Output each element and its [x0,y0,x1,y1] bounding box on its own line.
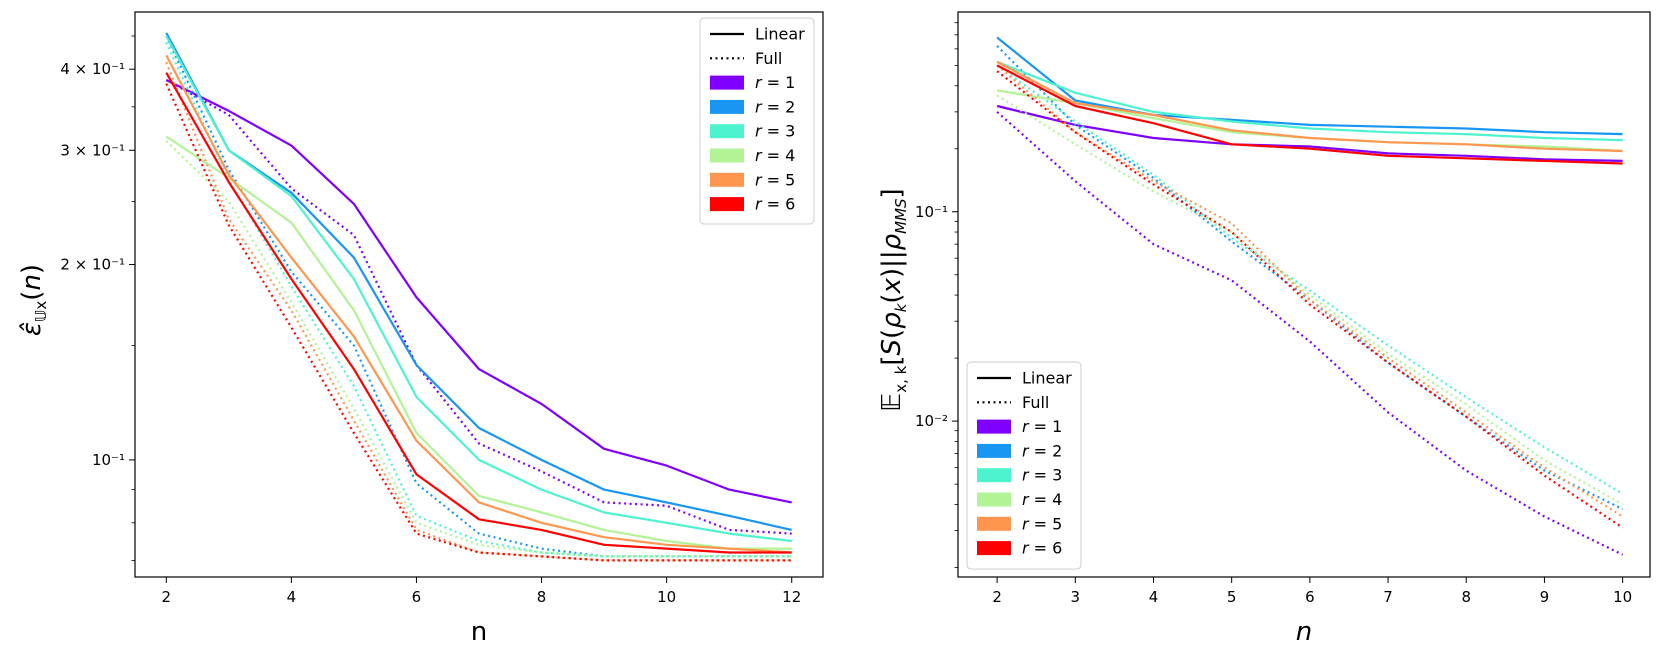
x-tick-label: 4 [1149,588,1159,606]
x-axis-label: n [1296,617,1312,647]
x-tick-label: 12 [782,588,801,606]
series-line-linear-r1 [165,79,792,504]
legend-swatch-r4 [977,492,1011,507]
y-tick-label: 4 × 10⁻¹ [60,60,125,78]
x-tick-label: 9 [1540,588,1550,606]
legend-full-label: Full [1022,393,1049,412]
legend-swatch-r5 [977,516,1011,531]
series-line-linear-r2 [996,36,1623,136]
legend-linear-label: Linear [1022,369,1072,388]
series-group [996,36,1624,556]
y-tick-label: 2 × 10⁻¹ [60,256,125,274]
series-line-full-r2 [996,45,1624,511]
plot-frame [134,11,824,578]
series-line-full-r4 [996,94,1624,506]
legend-full-label: Full [755,49,782,68]
legend-swatch-r6 [977,541,1011,556]
series-line-full-r5 [996,64,1624,518]
legend-box [699,17,815,225]
series-line-linear-r5 [996,60,1623,153]
series-line-linear-r6 [996,64,1623,165]
series-line-full-r1 [165,79,792,535]
series-line-linear-r3 [996,60,1623,142]
legend-label-r1: r = 1 [1022,417,1062,436]
legend-label-r4: r = 4 [1022,490,1062,509]
legend-swatch-r5 [710,172,744,187]
series-line-full-r3 [996,64,1624,495]
plot-frame [957,11,1651,578]
legend-swatch-r3 [977,468,1011,483]
legend-label-r5: r = 5 [1022,514,1062,533]
legend-label-r2: r = 2 [755,97,795,116]
x-tick-label: 2 [992,588,1002,606]
series-line-full-r4 [165,140,792,558]
series-line-linear-r2 [165,32,792,531]
legend-label-r3: r = 3 [755,122,795,141]
series-line-linear-r1 [996,104,1623,162]
x-tick-label: 6 [1305,588,1315,606]
legend-label-r6: r = 6 [1022,539,1062,558]
legend-swatch-r1 [710,75,744,90]
series-line-linear-r6 [165,72,792,554]
x-axis-label: n [471,617,487,647]
series-line-full-r5 [165,61,792,562]
legend-label-r2: r = 2 [1022,441,1062,460]
y-axis-label: ε̂𝕌x(n) [17,264,50,336]
legend-label-r4: r = 4 [755,146,795,165]
legend: Linear Full r = 1 r = 2 r = 3 r = 4 r = 5 r = 6 [966,361,1082,570]
series-line-linear-r4 [165,135,792,550]
legend-swatch-r2 [710,99,744,114]
legend-swatch-r1 [977,419,1011,434]
series-line-full-r3 [165,41,792,558]
legend: Linear Full r = 1 r = 2 r = 3 r = 4 r = 5 r = 6 [699,17,815,225]
legend-swatch-r4 [710,148,744,163]
series-group [165,32,792,562]
legend-label-r6: r = 6 [755,195,795,214]
legend-label-r5: r = 5 [755,170,795,189]
x-tick-label: 4 [287,588,297,606]
y-tick-label: 3 × 10⁻¹ [60,141,125,159]
series-line-linear-r5 [165,54,792,554]
legend-linear-label: Linear [755,25,805,44]
y-tick-label: 10⁻¹ [92,451,125,469]
y-axis-label: 𝔼x, k[S(ρk(x)||ρMMS] [877,188,910,411]
x-tick-label: 8 [1461,588,1471,606]
series-line-full-r1 [996,111,1624,556]
legend-label-r3: r = 3 [1022,466,1062,485]
x-tick-label: 10 [657,588,676,606]
legend-swatch-r2 [977,443,1011,458]
legend-swatch-r3 [710,124,744,139]
x-tick-label: 10 [1613,588,1632,606]
series-line-full-r6 [165,83,792,562]
right-chart: 2 3 4 5 6 7 8 9 10 10⁻² 10⁻¹ n 𝔼x, k[S(ρk(x)||ρMMS] L… [877,11,1651,647]
x-tick-label: 5 [1227,588,1237,606]
y-tick-label: 10⁻² [915,412,948,430]
x-tick-label: 7 [1383,588,1393,606]
series-line-full-r2 [165,35,792,558]
left-chart: 2 4 6 8 10 12 10⁻¹ 2 × 10⁻¹ 3 × 10⁻¹ 4 × 10⁻¹ n ε̂𝕌… [17,11,824,647]
x-tick-label: 6 [412,588,422,606]
series-line-full-r6 [996,70,1624,529]
x-tick-label: 2 [161,588,171,606]
x-tick-label: 8 [537,588,547,606]
y-tick-label: 10⁻¹ [915,203,948,221]
legend-label-r1: r = 1 [755,73,795,92]
series-line-linear-r3 [165,35,792,543]
legend-swatch-r6 [710,197,744,212]
x-tick-label: 3 [1071,588,1081,606]
